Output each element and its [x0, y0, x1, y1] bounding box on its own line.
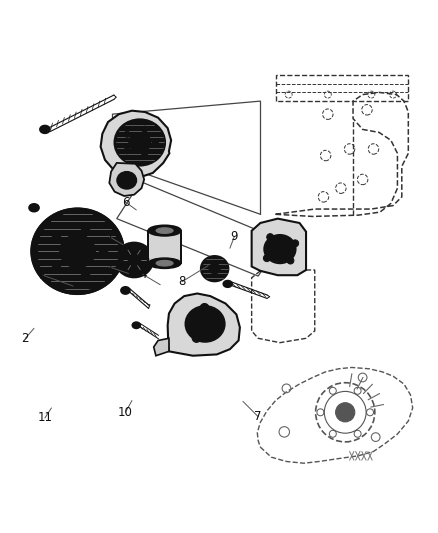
- Ellipse shape: [40, 126, 49, 133]
- Ellipse shape: [275, 245, 285, 254]
- Circle shape: [141, 126, 148, 132]
- Ellipse shape: [129, 133, 151, 152]
- Ellipse shape: [156, 261, 173, 266]
- Ellipse shape: [122, 176, 131, 184]
- Text: 10: 10: [118, 406, 133, 419]
- Text: 8: 8: [178, 275, 186, 288]
- Ellipse shape: [115, 119, 165, 165]
- Ellipse shape: [29, 204, 39, 212]
- Ellipse shape: [132, 322, 140, 328]
- Circle shape: [141, 152, 148, 159]
- Polygon shape: [168, 294, 240, 356]
- Circle shape: [267, 233, 274, 240]
- Circle shape: [292, 240, 299, 247]
- Ellipse shape: [73, 247, 83, 256]
- Circle shape: [81, 270, 90, 278]
- Polygon shape: [252, 219, 306, 275]
- Ellipse shape: [131, 257, 137, 263]
- Polygon shape: [148, 231, 181, 263]
- Circle shape: [192, 334, 201, 342]
- Circle shape: [152, 140, 159, 146]
- Ellipse shape: [60, 235, 95, 267]
- Ellipse shape: [121, 126, 158, 159]
- Ellipse shape: [223, 281, 232, 287]
- Text: 7: 7: [254, 410, 262, 423]
- Text: 4: 4: [139, 268, 147, 281]
- Ellipse shape: [185, 306, 225, 342]
- Ellipse shape: [156, 228, 173, 233]
- Circle shape: [81, 224, 90, 233]
- Circle shape: [336, 403, 355, 422]
- Text: 6: 6: [122, 196, 129, 208]
- Circle shape: [124, 148, 130, 154]
- Ellipse shape: [120, 247, 148, 273]
- Ellipse shape: [268, 239, 291, 260]
- Circle shape: [263, 255, 270, 262]
- Ellipse shape: [148, 225, 181, 236]
- Ellipse shape: [199, 318, 211, 329]
- Text: 9: 9: [230, 230, 238, 244]
- Polygon shape: [101, 111, 171, 177]
- Circle shape: [53, 233, 60, 241]
- Circle shape: [124, 131, 130, 138]
- Ellipse shape: [209, 264, 220, 273]
- Ellipse shape: [205, 260, 225, 278]
- Text: 2: 2: [21, 332, 29, 345]
- Ellipse shape: [117, 172, 137, 189]
- Text: 11: 11: [37, 411, 53, 424]
- Polygon shape: [154, 338, 169, 356]
- Ellipse shape: [201, 256, 228, 281]
- Ellipse shape: [32, 209, 123, 294]
- Ellipse shape: [212, 266, 217, 271]
- Circle shape: [53, 261, 60, 269]
- Circle shape: [287, 257, 294, 264]
- Text: 1: 1: [39, 269, 46, 282]
- Ellipse shape: [264, 235, 296, 263]
- Ellipse shape: [127, 254, 141, 266]
- Ellipse shape: [116, 243, 152, 277]
- Circle shape: [99, 247, 108, 255]
- Ellipse shape: [68, 243, 87, 260]
- Polygon shape: [110, 163, 144, 196]
- Text: 3: 3: [104, 260, 112, 273]
- Circle shape: [200, 303, 209, 312]
- Ellipse shape: [121, 287, 130, 294]
- Ellipse shape: [191, 311, 219, 336]
- Ellipse shape: [148, 258, 181, 269]
- Ellipse shape: [124, 251, 145, 270]
- Text: 5: 5: [104, 230, 112, 243]
- Ellipse shape: [135, 138, 145, 147]
